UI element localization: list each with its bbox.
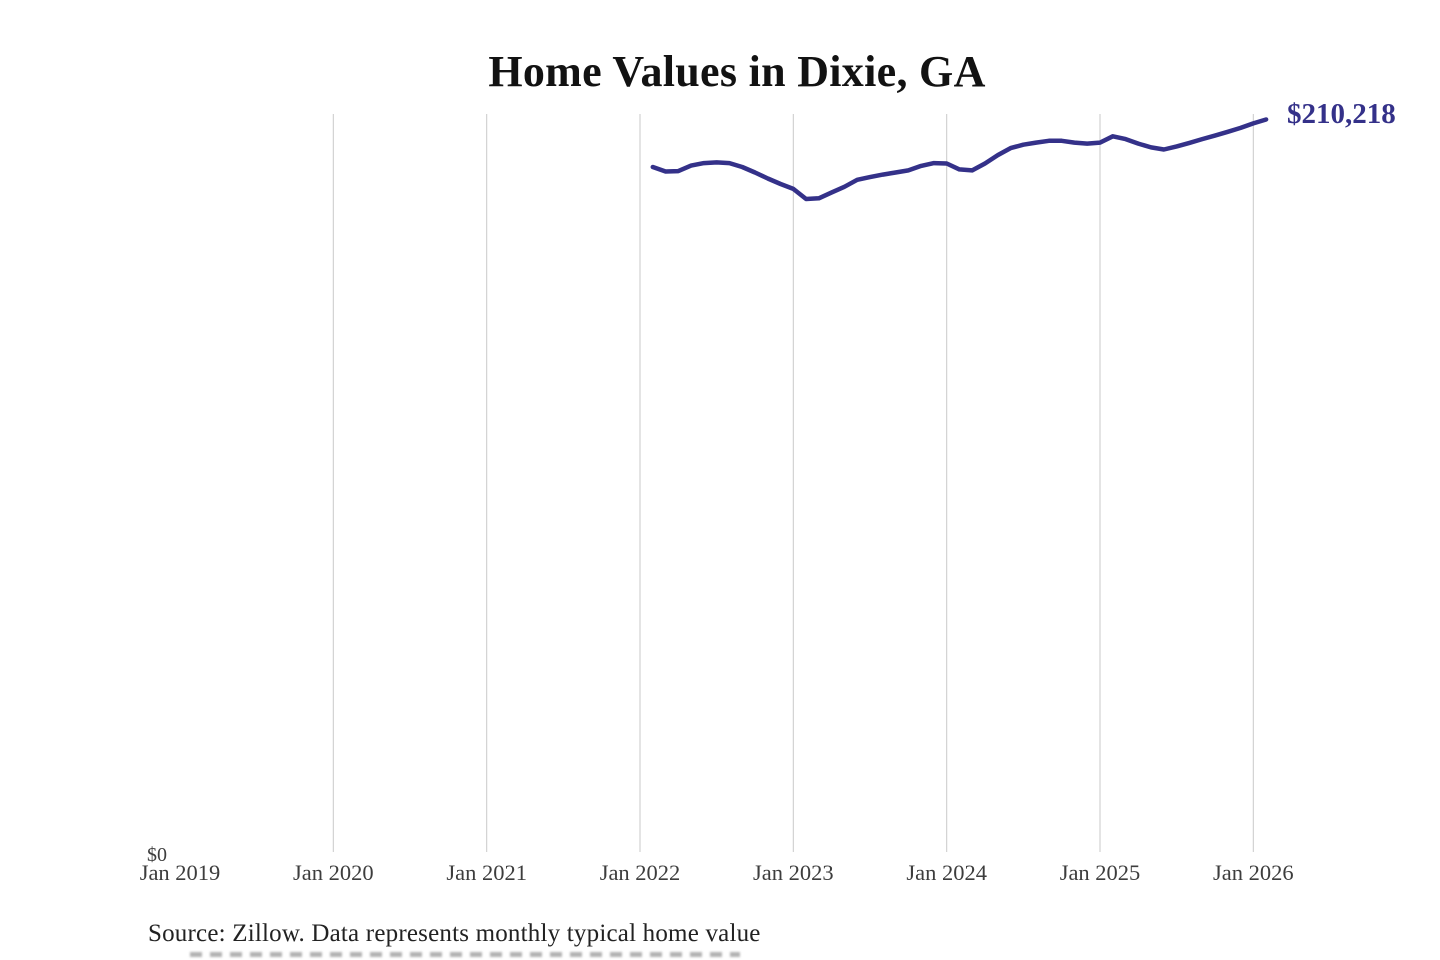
x-axis-label-2025: Jan 2025	[1060, 860, 1141, 885]
cutoff-text-remnant	[190, 952, 740, 957]
gridlines	[332, 114, 1254, 852]
chart-title: Home Values in Dixie, GA	[488, 47, 986, 96]
x-axis-label-2019: Jan 2019	[140, 860, 221, 885]
x-axis-label-2023: Jan 2023	[753, 860, 834, 885]
x-axis-label-2021: Jan 2021	[446, 860, 527, 885]
y-axis-zero-label: $0	[147, 844, 167, 866]
end-value-label: $210,218	[1287, 98, 1396, 130]
x-axis-label-2020: Jan 2020	[293, 860, 374, 885]
x-axis-label-2024: Jan 2024	[906, 860, 987, 885]
home-value-line	[650, 117, 1269, 202]
x-axis-labels: Jan 2019 Jan 2020 Jan 2021 Jan 2022 Jan 2023…	[140, 860, 1294, 885]
x-axis-label-2022: Jan 2022	[600, 860, 681, 885]
source-note: Source: Zillow. Data represents monthly …	[148, 920, 761, 947]
x-axis-label-2026: Jan 2026	[1213, 860, 1294, 885]
